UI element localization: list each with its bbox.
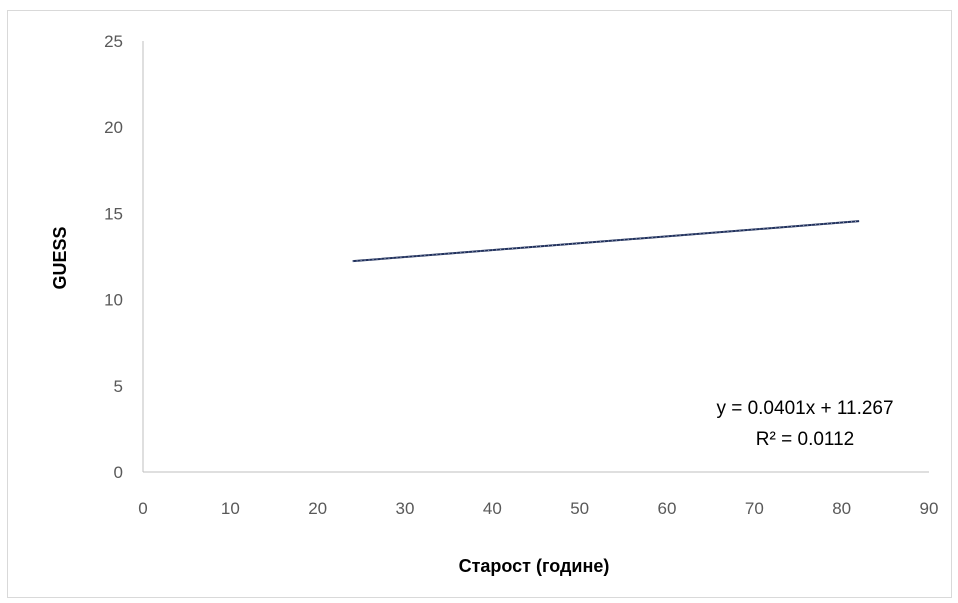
trendline-equation: y = 0.0401x + 11.267 — [716, 398, 893, 419]
x-tick-label: 0 — [138, 499, 147, 518]
x-tick-label: 70 — [745, 499, 764, 518]
x-tick-label: 20 — [308, 499, 327, 518]
x-tick-label: 30 — [396, 499, 415, 518]
y-tick-label: 0 — [114, 463, 123, 482]
y-tick-label: 25 — [104, 32, 123, 51]
x-tick-label: 40 — [483, 499, 502, 518]
y-tick-label: 5 — [114, 377, 123, 396]
x-tick-label: 50 — [570, 499, 589, 518]
x-tick-label: 10 — [221, 499, 240, 518]
series-group — [352, 220, 860, 263]
x-tick-label: 80 — [832, 499, 851, 518]
y-axis-title: GUESS — [50, 226, 70, 289]
x-tick-label: 90 — [920, 499, 939, 518]
y-tick-label: 10 — [104, 291, 123, 310]
trendline-r-squared: R² = 0.0112 — [756, 429, 854, 450]
chart-frame — [7, 10, 952, 598]
x-tick-labels: 0 10 20 30 40 50 60 70 80 90 — [138, 499, 938, 518]
trendline-dots — [352, 220, 860, 262]
y-tick-label: 15 — [104, 204, 123, 223]
y-tick-labels: 0 5 10 15 20 25 — [104, 32, 123, 482]
x-tick-label: 60 — [658, 499, 677, 518]
x-axis-title: Старост (године) — [459, 556, 610, 576]
y-tick-label: 20 — [104, 118, 123, 137]
